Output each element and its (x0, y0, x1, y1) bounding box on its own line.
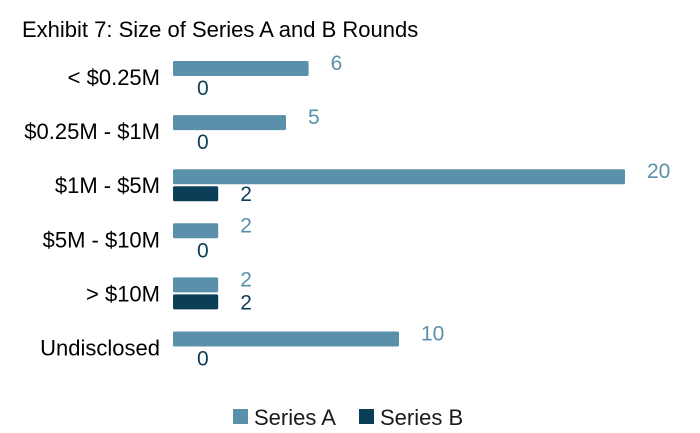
series-a-value-label: 20 (647, 160, 670, 183)
series-b-value-label: 0 (197, 239, 209, 262)
category-label: $0.25M - $1M (24, 119, 160, 144)
legend-series-a-swatch (233, 409, 248, 424)
series-a-value-label: 2 (240, 214, 252, 237)
category-labels: < $0.25M $0.25M - $1M $1M - $5M $5M - $10M >… (24, 65, 160, 361)
series-b-value-label: 2 (240, 183, 252, 206)
bars (173, 61, 625, 347)
series-b-value-label: 2 (240, 291, 252, 314)
series-b-value-label: 0 (197, 77, 209, 100)
series-a-value-label: 5 (308, 106, 320, 129)
series-a-bar (173, 331, 399, 347)
series-b-bar (173, 186, 219, 202)
category-label: < $0.25M (68, 65, 160, 90)
series-a-bar (173, 169, 625, 185)
series-a-bar (173, 115, 286, 131)
series-a-value-label: 10 (421, 323, 444, 346)
legend-series-b-label: Series B (380, 405, 463, 430)
series-a-value-label: 6 (331, 52, 343, 75)
series-b-value-label: 0 (197, 348, 209, 371)
legend-series-b-swatch (359, 409, 374, 424)
series-a-bar (173, 223, 219, 239)
series-a-bar (173, 61, 309, 76)
series-b-value-label: 0 (197, 131, 209, 154)
category-label: $1M - $5M (55, 173, 160, 198)
category-label: > $10M (86, 281, 160, 306)
chart-title: Exhibit 7: Size of Series A and B Rounds (22, 17, 418, 42)
series-a-value-label: 2 (240, 268, 252, 291)
series-b-bar (173, 294, 219, 310)
legend: Series A Series B (233, 405, 463, 430)
legend-series-a-label: Series A (254, 405, 336, 430)
category-label: Undisclosed (40, 336, 160, 361)
series-a-bar (173, 277, 219, 293)
category-label: $5M - $10M (43, 227, 160, 252)
